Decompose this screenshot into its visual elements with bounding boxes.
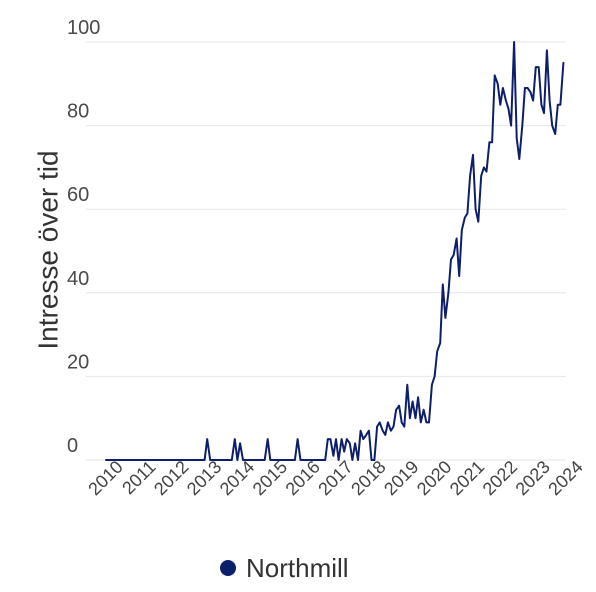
x-tick-label: 2011 xyxy=(118,457,160,499)
x-tick-label: 2015 xyxy=(249,457,291,499)
x-tick-label: 2022 xyxy=(479,457,521,499)
x-tick-label: 2014 xyxy=(216,457,258,499)
x-tick-label: 2019 xyxy=(380,457,422,499)
x-tick-label: 2010 xyxy=(84,457,126,499)
x-tick-label: 2013 xyxy=(183,457,225,499)
y-tick-label: 100 xyxy=(67,17,100,39)
x-tick-label: 2012 xyxy=(150,457,192,499)
y-tick-label: 40 xyxy=(67,268,89,290)
y-tick-label: 60 xyxy=(67,184,89,206)
legend[interactable]: Northmill xyxy=(220,553,349,583)
x-tick-label: 2016 xyxy=(282,457,324,499)
y-tick-label: 80 xyxy=(67,101,89,123)
y-axis-ticks: 0 20 40 60 80 100 xyxy=(67,17,100,457)
x-tick-label: 2020 xyxy=(413,457,455,499)
x-tick-label: 2018 xyxy=(347,457,389,499)
x-tick-label: 2017 xyxy=(314,457,356,499)
series-layer xyxy=(105,41,565,461)
gridlines xyxy=(86,41,566,461)
x-axis-ticks: 2010201120122013201420152016201720182019… xyxy=(84,457,586,499)
y-axis-label: Intresse över tid xyxy=(32,150,63,349)
legend-marker xyxy=(220,560,236,576)
y-tick-label: 20 xyxy=(67,351,89,373)
legend-label: Northmill xyxy=(246,553,349,583)
x-tick-label: 2024 xyxy=(544,457,586,499)
x-tick-label: 2023 xyxy=(512,457,554,499)
series-line-northmill xyxy=(105,41,565,461)
x-tick-label: 2021 xyxy=(446,457,488,499)
y-tick-label: 0 xyxy=(67,435,78,457)
